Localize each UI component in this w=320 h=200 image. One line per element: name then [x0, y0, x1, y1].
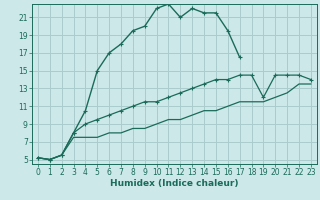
X-axis label: Humidex (Indice chaleur): Humidex (Indice chaleur) [110, 179, 239, 188]
